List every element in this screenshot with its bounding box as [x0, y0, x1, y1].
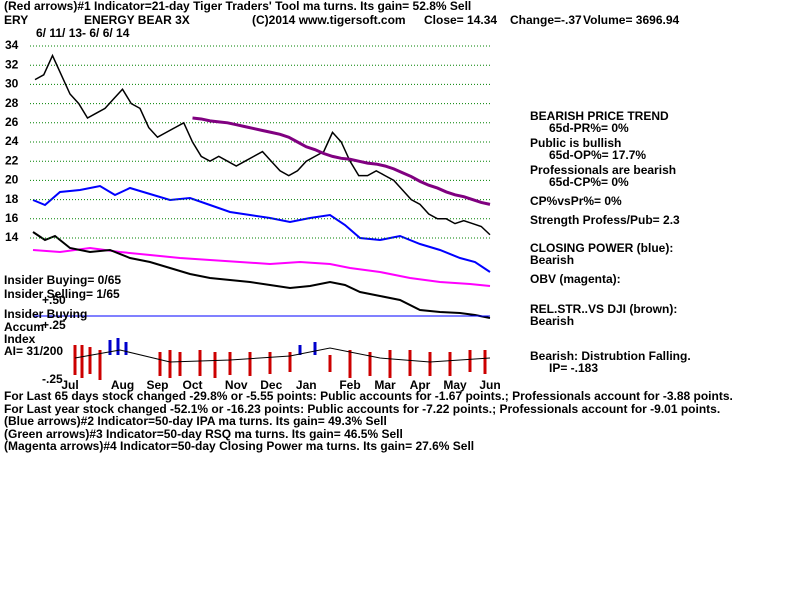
left-note: AI= 31/200	[4, 344, 63, 358]
side-note: CLOSING POWER (blue):	[530, 241, 673, 255]
left-note: Insider Buying	[4, 307, 87, 321]
x-tick-label: Sep	[146, 378, 168, 392]
y-tick-label: 32	[5, 57, 19, 71]
series-line	[192, 116, 491, 206]
side-note: Bearish	[530, 253, 574, 267]
rel-strength-line	[32, 231, 491, 319]
side-note: Public is bullish	[530, 136, 621, 150]
x-tick-label: Jun	[479, 378, 500, 392]
left-note: +.25	[42, 318, 66, 332]
series-line	[34, 53, 491, 236]
side-note: Strength Profess/Pub= 2.3	[530, 213, 680, 227]
x-tick-label: Jul	[61, 378, 78, 392]
left-note: -.25	[42, 372, 63, 386]
y-tick-label: 22	[5, 153, 19, 167]
footer-line: For Last 65 days stock changed -29.8% or…	[4, 389, 733, 403]
y-tick-label: 16	[5, 211, 19, 225]
left-note: Insider Buying= 0/65	[4, 273, 121, 287]
x-tick-label: Jan	[296, 378, 317, 392]
y-tick-label: 24	[5, 134, 19, 148]
y-tick-label: 34	[5, 38, 19, 52]
chart-title: ENERGY BEAR 3X	[84, 13, 190, 27]
closing-power-line	[32, 184, 491, 273]
y-tick-label: 26	[5, 115, 19, 129]
footer-line: For Last year stock changed -52.1% or -1…	[4, 402, 720, 416]
x-tick-label: Dec	[260, 378, 282, 392]
left-note: Insider Selling= 1/65	[4, 287, 120, 301]
y-tick-label: 18	[5, 192, 19, 206]
y-tick-label: 28	[5, 96, 19, 110]
footer-line: (Blue arrows)#2 Indicator=50-day IPA ma …	[4, 414, 387, 428]
side-note: CP%vsPr%= 0%	[530, 194, 622, 208]
x-tick-label: Oct	[182, 378, 202, 392]
x-tick-label: Feb	[339, 378, 360, 392]
left-note: Index	[4, 332, 36, 346]
side-note: Professionals are bearish	[530, 163, 676, 177]
side-note: REL.STR..VS DJI (brown):	[530, 302, 677, 316]
footer-line: (Magenta arrows)#4 Indicator=50-day Clos…	[4, 439, 474, 453]
left-note: +.50	[42, 293, 66, 307]
x-tick-label: Aug	[111, 378, 134, 392]
side-note: OBV (magenta):	[530, 272, 621, 286]
x-tick-label: Nov	[225, 378, 248, 392]
header-text: (C)2014 www.tigersoft.com	[252, 13, 406, 27]
x-tick-label: Apr	[410, 378, 431, 392]
header-text: Close= 14.34	[424, 13, 497, 27]
symbol: ERY	[4, 13, 28, 27]
accum-bars	[73, 345, 487, 380]
side-note: IP= -.183	[549, 361, 598, 375]
footer-line: (Green arrows)#3 Indicator=50-day RSQ ma…	[4, 427, 403, 441]
x-tick-label: Mar	[374, 378, 396, 392]
left-note: Accum	[4, 320, 44, 334]
side-note: 65d-PR%= 0%	[549, 121, 629, 135]
header-text: Volume= 3696.94	[583, 13, 679, 27]
y-tick-label: 30	[5, 77, 19, 91]
y-tick-label: 20	[5, 173, 19, 187]
side-note: 65d-OP%= 17.7%	[549, 148, 646, 162]
side-note: BEARISH PRICE TREND	[530, 109, 669, 123]
side-note: Bearish	[530, 314, 574, 328]
chart-subtitle: 6/ 11/ 13- 6/ 6/ 14	[36, 26, 130, 40]
accum-ma	[74, 347, 491, 363]
x-tick-label: May	[443, 378, 467, 392]
header-line: (Red arrows)#1 Indicator=21-day Tiger Tr…	[4, 0, 471, 13]
header-text: Change=-.37	[510, 13, 582, 27]
y-tick-label: 14	[5, 230, 19, 244]
accum-bars-positive	[108, 338, 317, 355]
side-note: 65d-CP%= 0%	[549, 175, 629, 189]
side-note: Bearish: Distrubtion Falling.	[530, 349, 691, 363]
